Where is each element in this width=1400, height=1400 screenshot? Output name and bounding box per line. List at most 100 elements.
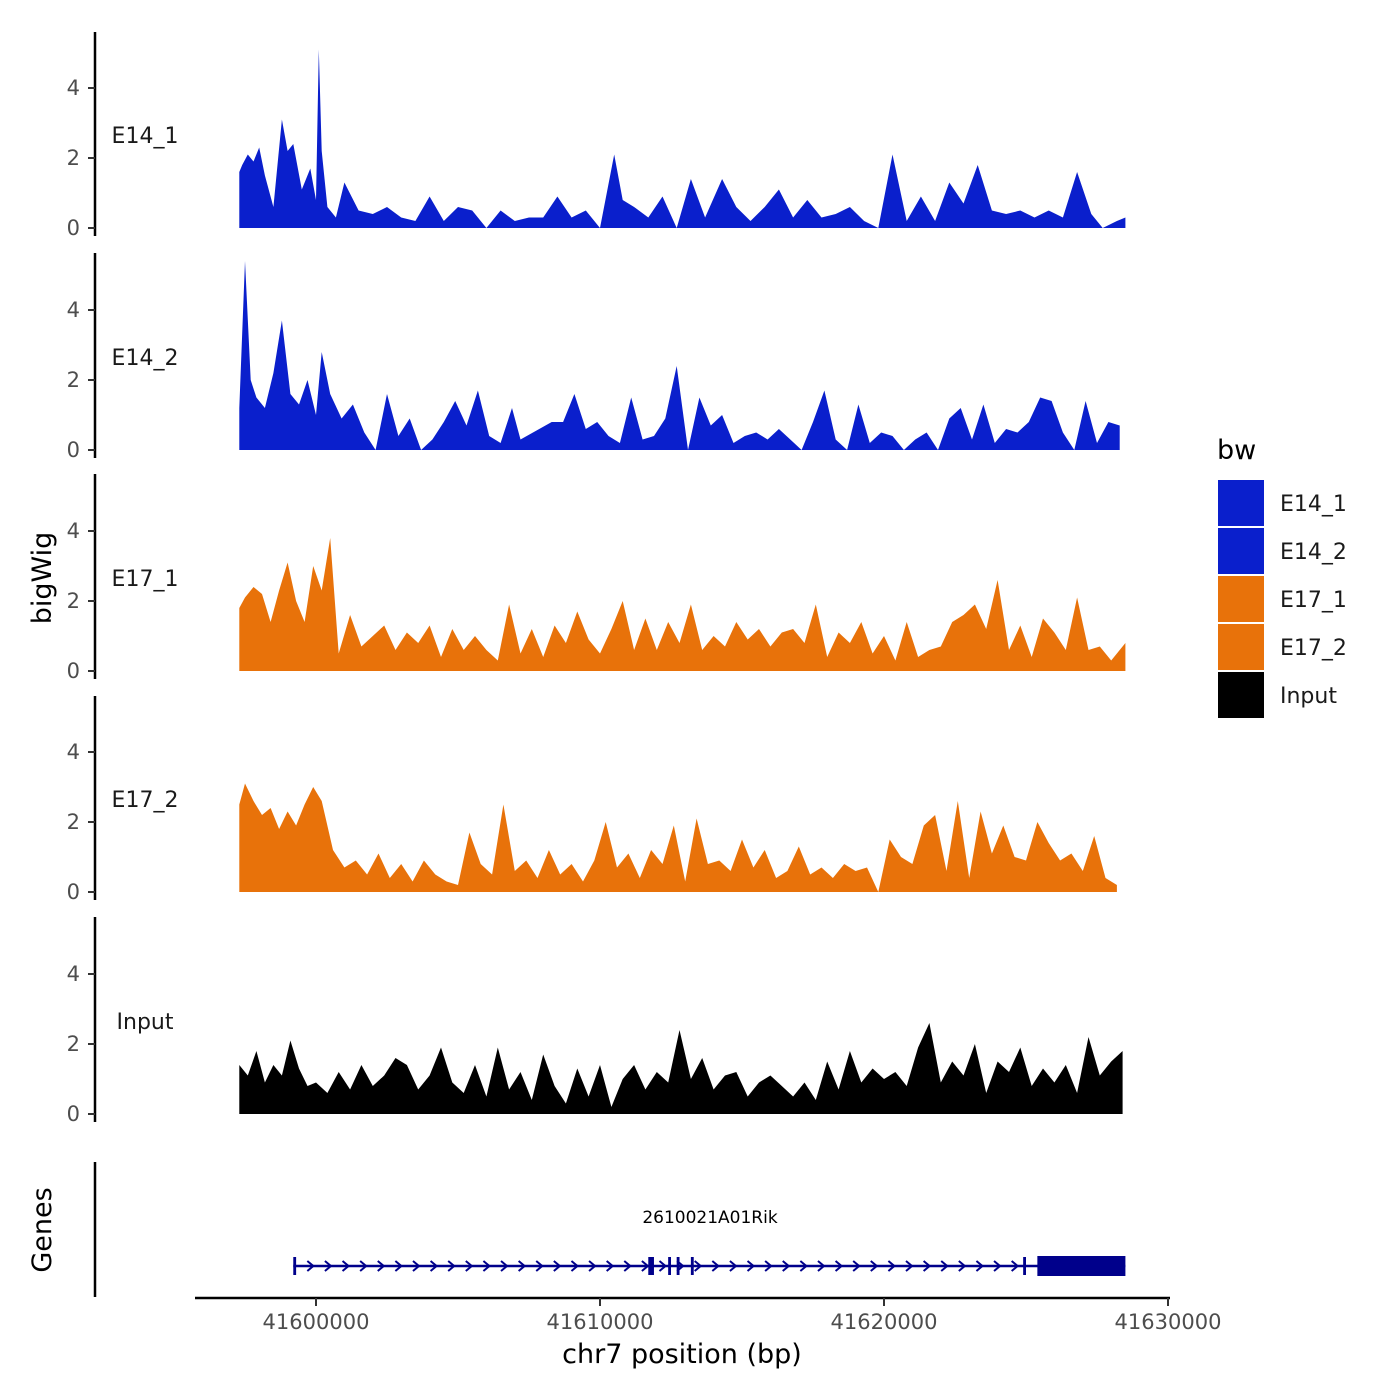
strand-arrow [553,1260,562,1272]
coverage-area-E17_2 [239,783,1117,892]
y-axis-title: bigWig [27,532,58,625]
strand-arrow [905,1260,914,1272]
strand-arrow [641,1260,650,1272]
genes-panel-label: Genes [27,1187,58,1272]
legend-label-Input: Input [1280,684,1337,709]
track-label: E17_2 [112,788,179,813]
legend-label-E17_2: E17_2 [1280,636,1347,661]
x-tick-label: 41600000 [263,1310,370,1334]
strand-arrow [306,1260,315,1272]
x-axis-ticks: 41600000 41610000 41620000 41630000 [263,1298,1222,1334]
y-tick-label: 4 [67,519,80,543]
track-label: E17_1 [112,567,179,592]
y-tick-label: 4 [67,298,80,322]
strand-arrow [606,1260,615,1272]
gene-exon [1037,1256,1126,1276]
track-label: Input [117,1010,174,1035]
y-tick-label: 2 [67,589,80,613]
strand-arrow [746,1260,756,1272]
gene-exon [648,1257,654,1275]
strand-arrow [429,1260,439,1272]
x-tick-label: 41630000 [1115,1310,1222,1334]
strand-arrow [341,1260,351,1272]
legend-swatch-E14_1 [1218,480,1264,526]
y-tick-label: 2 [67,368,80,392]
gene-exon [668,1257,671,1275]
coverage-area-Input [239,1023,1123,1114]
legend-swatch-E17_2 [1218,624,1264,670]
strand-arrow [764,1260,773,1272]
y-tick-label: 0 [67,438,80,462]
strand-arrow [711,1260,720,1272]
y-tick-label: 2 [67,1032,80,1056]
legend-swatch-E14_2 [1218,528,1264,574]
strand-arrow [1010,1260,1020,1272]
y-tick-label: 0 [67,659,80,683]
strand-arrow [623,1260,632,1272]
strand-arrow [447,1260,456,1272]
strand-arrow [852,1260,861,1272]
coverage-area-E17_1 [239,538,1126,671]
strand-arrow [975,1260,984,1272]
track-E14_1: 0 2 4 E14_1 [67,32,1126,240]
strand-arrow [694,1260,703,1272]
strand-arrow [799,1260,808,1272]
legend-swatch-Input [1218,672,1264,718]
y-tick-label: 0 [67,880,80,904]
strand-arrow [394,1260,403,1272]
strand-arrow [588,1260,597,1272]
strand-arrow [377,1260,386,1272]
track-E14_2: 0 2 4 E14_2 [67,253,1120,462]
coverage-area-E14_1 [239,49,1126,228]
coverage-tracks: 0 2 4 E14_1 0 2 4 E14_2 0 2 4 E17_1 0 2 4 E17_2 0 2 4 Input [67,32,1126,1126]
strand-arrow [465,1260,474,1272]
strand-arrow [922,1260,932,1272]
strand-arrow [535,1260,544,1272]
y-tick-label: 0 [67,216,80,240]
gene-model [293,1256,1126,1276]
gene-exon [293,1257,297,1275]
track-Input: 0 2 4 Input [67,917,1123,1126]
x-axis: 41600000 41610000 41620000 41630000 chr7 po… [195,1296,1222,1370]
strand-arrow [658,1260,668,1272]
x-axis-title: chr7 position (bp) [562,1339,802,1370]
legend-swatch-E17_1 [1218,576,1264,622]
strand-arrow [870,1260,879,1272]
strand-arrow [887,1260,896,1272]
strand-arrow [940,1260,949,1272]
track-E17_1: 0 2 4 E17_1 [67,474,1126,683]
strand-arrow [500,1260,509,1272]
y-tick-label: 0 [67,1102,80,1126]
legend-label-E14_1: E14_1 [1280,492,1347,517]
track-E17_2: 0 2 4 E17_2 [67,696,1117,904]
strand-arrow [359,1260,368,1272]
legend-label-E17_1: E17_1 [1280,588,1347,613]
strand-arrow [993,1260,1002,1272]
gene-exon [676,1257,680,1275]
strand-arrow [517,1260,527,1272]
gene-exon [690,1257,694,1275]
y-tick-label: 2 [67,810,80,834]
strand-arrow [958,1260,967,1272]
track-label: E14_1 [112,124,179,149]
x-tick-label: 41610000 [547,1310,654,1334]
legend: bw E14_1 E14_2 E17_1 E17_2 Input [1217,435,1347,718]
gene-name-label: 2610021A01Rik [642,1208,778,1228]
strand-arrow [324,1260,333,1272]
legend-items: E14_1 E14_2 E17_1 E17_2 Input [1218,480,1347,718]
strand-arrow [482,1260,491,1272]
gene-exon [1023,1257,1026,1275]
strand-arrow [817,1260,826,1272]
y-tick-label: 4 [67,76,80,100]
y-tick-label: 2 [67,146,80,170]
y-tick-label: 4 [67,740,80,764]
legend-title: bw [1217,435,1256,466]
strand-arrow [729,1260,738,1272]
coverage-area-E14_2 [239,261,1120,450]
y-tick-label: 4 [67,962,80,986]
strand-arrow [834,1260,844,1272]
legend-label-E14_2: E14_2 [1280,540,1347,565]
strand-arrow [570,1260,580,1272]
strand-arrow [782,1260,791,1272]
